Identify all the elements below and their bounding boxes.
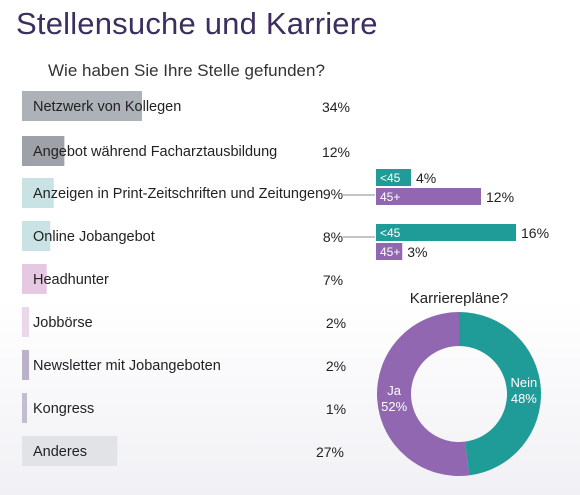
bar-4 — [22, 221, 51, 251]
bar-label-7: Newsletter mit Jobangeboten — [33, 358, 221, 374]
bar-label-1: Netzwerk von Kollegen — [33, 99, 181, 115]
donut-slice-1 — [459, 312, 541, 476]
bar-2 — [22, 136, 65, 166]
donut-value-1: 48% — [511, 391, 537, 406]
bar-value-1: 34% — [322, 99, 350, 115]
sub-bar-label-1-1: <45 — [380, 171, 401, 185]
bar-value-9: 27% — [316, 444, 344, 460]
bar-value-6: 2% — [326, 315, 346, 331]
bar-value-8: 1% — [326, 401, 346, 417]
bar-3 — [22, 178, 54, 208]
donut-value-2: 52% — [381, 399, 407, 414]
sub-bar-label-2-1: <45 — [380, 226, 401, 240]
donut-title: Karrierepläne? — [410, 290, 508, 307]
bar-label-8: Kongress — [33, 401, 94, 417]
bar-1 — [22, 91, 142, 121]
sub-bar-label-1-2: 45+ — [380, 190, 400, 204]
bar-8 — [22, 393, 27, 423]
donut-label-2: Ja — [387, 383, 402, 398]
bar-value-5: 7% — [323, 272, 343, 288]
bar-value-2: 12% — [322, 144, 350, 160]
bar-9 — [22, 436, 118, 466]
donut-slice-2 — [376, 312, 470, 477]
donut-label-1: Nein — [510, 375, 537, 390]
bar-5 — [22, 264, 47, 294]
sub-bar-value-1-2: 12% — [486, 189, 514, 205]
bar-label-9: Anderes — [33, 444, 87, 460]
bar-value-4: 8% — [323, 229, 343, 245]
bar-label-3: Anzeigen in Print-Zeitschriften und Zeit… — [33, 186, 323, 202]
bar-label-2: Angebot während Facharztausbildung — [33, 144, 277, 160]
bar-label-4: Online Jobangebot — [33, 229, 155, 245]
sub-bar-1-2 — [376, 188, 481, 205]
bar-value-3: 9% — [323, 186, 343, 202]
sub-bar-2-1 — [376, 224, 516, 241]
chart-subtitle: Wie haben Sie Ihre Stelle gefunden? — [48, 61, 325, 80]
sub-bar-1-1 — [376, 169, 411, 186]
sub-bar-value-1-1: 4% — [416, 170, 436, 186]
bar-label-5: Headhunter — [33, 272, 109, 288]
bar-value-7: 2% — [326, 358, 346, 374]
sub-bar-2-2 — [376, 243, 403, 260]
sub-bar-value-2-2: 3% — [407, 244, 427, 260]
bar-6 — [22, 307, 30, 337]
sub-bar-label-2-2: 45+ — [380, 245, 400, 259]
sub-bar-value-2-1: 16% — [521, 225, 549, 241]
bar-label-6: Jobbörse — [33, 315, 93, 331]
page-title: Stellensuche und Karriere — [16, 6, 378, 41]
bar-7 — [22, 350, 30, 380]
